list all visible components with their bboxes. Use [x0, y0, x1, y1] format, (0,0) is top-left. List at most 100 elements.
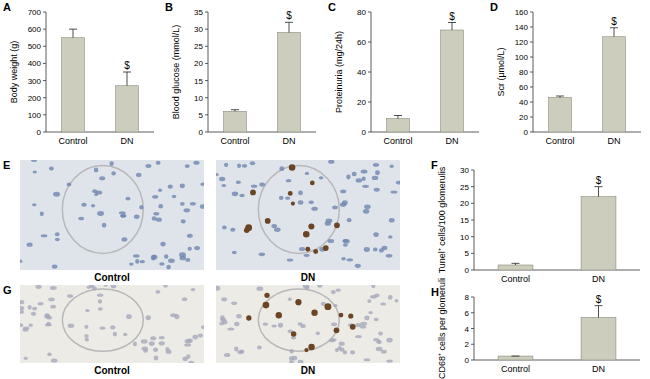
- y-tick-label: 200: [28, 94, 42, 103]
- nucleus: [378, 332, 383, 336]
- nucleus: [340, 190, 346, 194]
- nucleus: [360, 325, 367, 328]
- nucleus: [46, 322, 51, 326]
- nucleus: [98, 307, 103, 310]
- nucleus: [379, 248, 384, 252]
- nucleus: [222, 184, 227, 187]
- stained-cell: [250, 190, 256, 196]
- nucleus: [155, 290, 160, 294]
- nucleus: [149, 341, 155, 346]
- nucleus: [91, 204, 95, 207]
- nucleus: [141, 339, 148, 343]
- nucleus: [224, 163, 228, 167]
- stained-cell: [313, 249, 318, 254]
- nucleus: [49, 166, 54, 170]
- micrograph-bg: [20, 160, 204, 270]
- y-tick-label: 0: [465, 356, 470, 365]
- nucleus: [193, 161, 199, 165]
- stained-cell: [339, 313, 344, 318]
- bar: [498, 265, 533, 270]
- error-cap: [231, 109, 239, 110]
- stained-cell: [245, 224, 252, 231]
- nucleus: [361, 170, 368, 174]
- nucleus: [24, 357, 28, 360]
- nucleus: [50, 305, 56, 309]
- nucleus: [110, 325, 115, 329]
- nucleus: [40, 211, 44, 216]
- marks: [549, 28, 626, 132]
- bar: [603, 37, 626, 132]
- nucleus: [111, 171, 116, 175]
- nucleus: [192, 335, 198, 340]
- y-tick: [205, 114, 208, 115]
- nucleus: [342, 200, 348, 205]
- nucleus: [311, 207, 318, 211]
- nucleus: [81, 203, 86, 207]
- panel-letter: B: [165, 1, 173, 13]
- nucleus: [139, 260, 145, 263]
- nucleus: [185, 258, 190, 262]
- nucleus: [159, 262, 164, 265]
- y-tick-label: 10: [460, 233, 469, 242]
- stained-cell: [276, 312, 282, 318]
- y-tick: [471, 360, 474, 361]
- y-tick: [530, 57, 533, 58]
- y-axis-label: Blood glucose (mmol/L): [171, 25, 181, 120]
- nucleus: [381, 350, 387, 354]
- nucleus: [152, 195, 158, 199]
- nucleus: [191, 288, 196, 291]
- y-tick-label: 8: [465, 293, 470, 302]
- nucleus: [20, 300, 24, 304]
- nucleus: [145, 164, 151, 168]
- nucleus: [97, 294, 103, 297]
- nucleus: [156, 161, 161, 165]
- nucleus: [347, 258, 354, 261]
- nucleus: [92, 189, 97, 193]
- nucleus: [151, 255, 158, 260]
- nucleus: [85, 309, 90, 312]
- nucleus: [219, 322, 224, 326]
- y-tick: [471, 186, 474, 187]
- nucleus: [304, 254, 310, 257]
- y-tick-label: 400: [28, 59, 42, 68]
- nucleus: [290, 349, 294, 354]
- micrograph-bg: [216, 160, 400, 270]
- nucleus: [327, 239, 334, 243]
- stained-cell: [303, 231, 310, 238]
- nucleus: [99, 326, 105, 329]
- nucleus: [129, 262, 134, 265]
- nucleus: [394, 299, 398, 302]
- y-tick: [43, 80, 46, 81]
- nucleus: [198, 333, 203, 337]
- nucleus: [94, 168, 99, 173]
- y-tick: [43, 29, 46, 30]
- nucleus: [190, 202, 196, 206]
- nucleus: [84, 334, 89, 337]
- x-tick-label: DN: [446, 136, 459, 146]
- stained-cell: [263, 302, 270, 309]
- nucleus: [237, 350, 244, 354]
- nucleus: [126, 314, 132, 319]
- y-tick-label: 100: [28, 111, 42, 120]
- nucleus: [378, 340, 382, 344]
- nucleus: [134, 215, 140, 219]
- y-tick: [530, 117, 533, 118]
- nucleus: [133, 254, 140, 257]
- nucleus: [390, 164, 394, 168]
- nucleus: [362, 185, 369, 188]
- error-cap: [595, 305, 603, 306]
- chart-panel: CProteinuria (mg/24h)020406080Control$DN: [328, 1, 479, 146]
- nucleus: [31, 312, 36, 316]
- y-axis-line: [474, 297, 475, 360]
- error-bar: [598, 306, 599, 318]
- nucleus: [346, 175, 350, 180]
- chart-panel: HCD68⁺ cells per glomeruli02468Control$D…: [431, 278, 640, 379]
- nucleus: [298, 190, 303, 195]
- nucleus: [388, 235, 393, 238]
- y-tick-label: 80: [519, 68, 528, 77]
- nucleus: [170, 313, 177, 317]
- marks: [498, 306, 616, 360]
- image-panel: EControlDN: [3, 158, 402, 283]
- nucleus: [142, 346, 149, 350]
- y-tick-label: 40: [519, 98, 528, 107]
